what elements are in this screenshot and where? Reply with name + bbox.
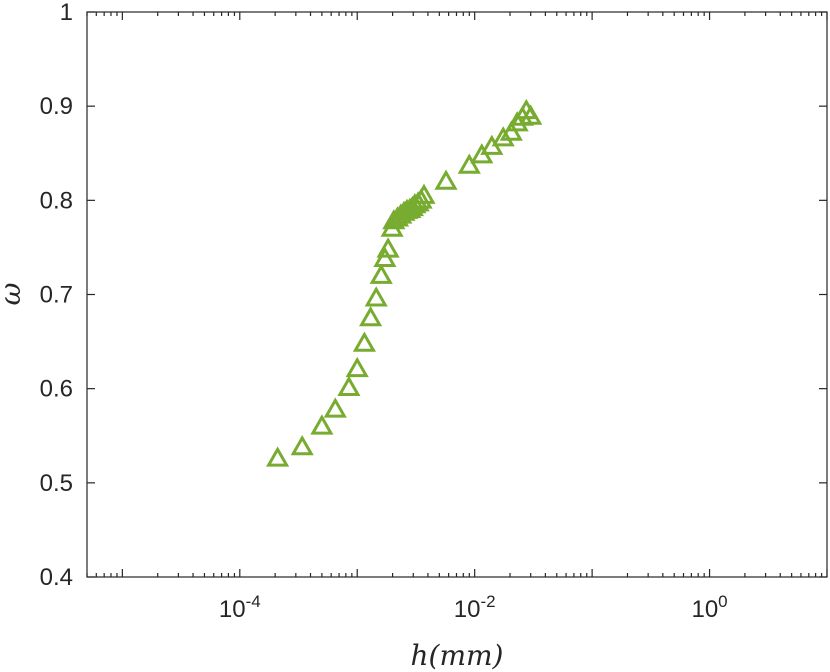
data-point — [434, 169, 458, 190]
data-point — [266, 446, 290, 467]
data-point — [412, 183, 436, 204]
data-point — [376, 237, 400, 258]
y-tick-label: 0.5 — [40, 470, 73, 497]
y-tick-label: 0.9 — [40, 93, 73, 120]
data-point — [337, 375, 361, 396]
data-point — [519, 104, 543, 125]
x-axis-label: h(mm) — [411, 639, 504, 672]
data-point — [310, 414, 334, 435]
data-point — [364, 286, 388, 307]
data-point — [290, 434, 314, 456]
data-point — [352, 331, 376, 352]
plot-frame — [86, 11, 828, 578]
y-axis: 0.4 0.5 0.6 0.7 0.8 0.9 1 — [40, 0, 827, 591]
y-tick-label: 0.7 — [40, 282, 73, 309]
data-point — [369, 263, 393, 284]
x-tick-label: 10-2 — [454, 592, 496, 623]
y-tick-label: 0.4 — [40, 564, 73, 591]
data-markers — [266, 98, 543, 467]
x-tick-label: 10-4 — [219, 592, 261, 623]
data-point — [491, 126, 515, 147]
data-point — [345, 356, 369, 378]
data-point — [457, 153, 481, 174]
x-axis: 10-4 10-2 100 — [86, 12, 828, 623]
y-tick-label: 0.8 — [40, 187, 73, 214]
y-tick-label: 1 — [60, 0, 73, 26]
x-tick-label: 100 — [691, 592, 727, 623]
data-point — [323, 397, 347, 418]
data-point — [359, 305, 383, 327]
y-axis-label: ω — [0, 282, 27, 305]
y-tick-label: 0.6 — [40, 376, 73, 403]
